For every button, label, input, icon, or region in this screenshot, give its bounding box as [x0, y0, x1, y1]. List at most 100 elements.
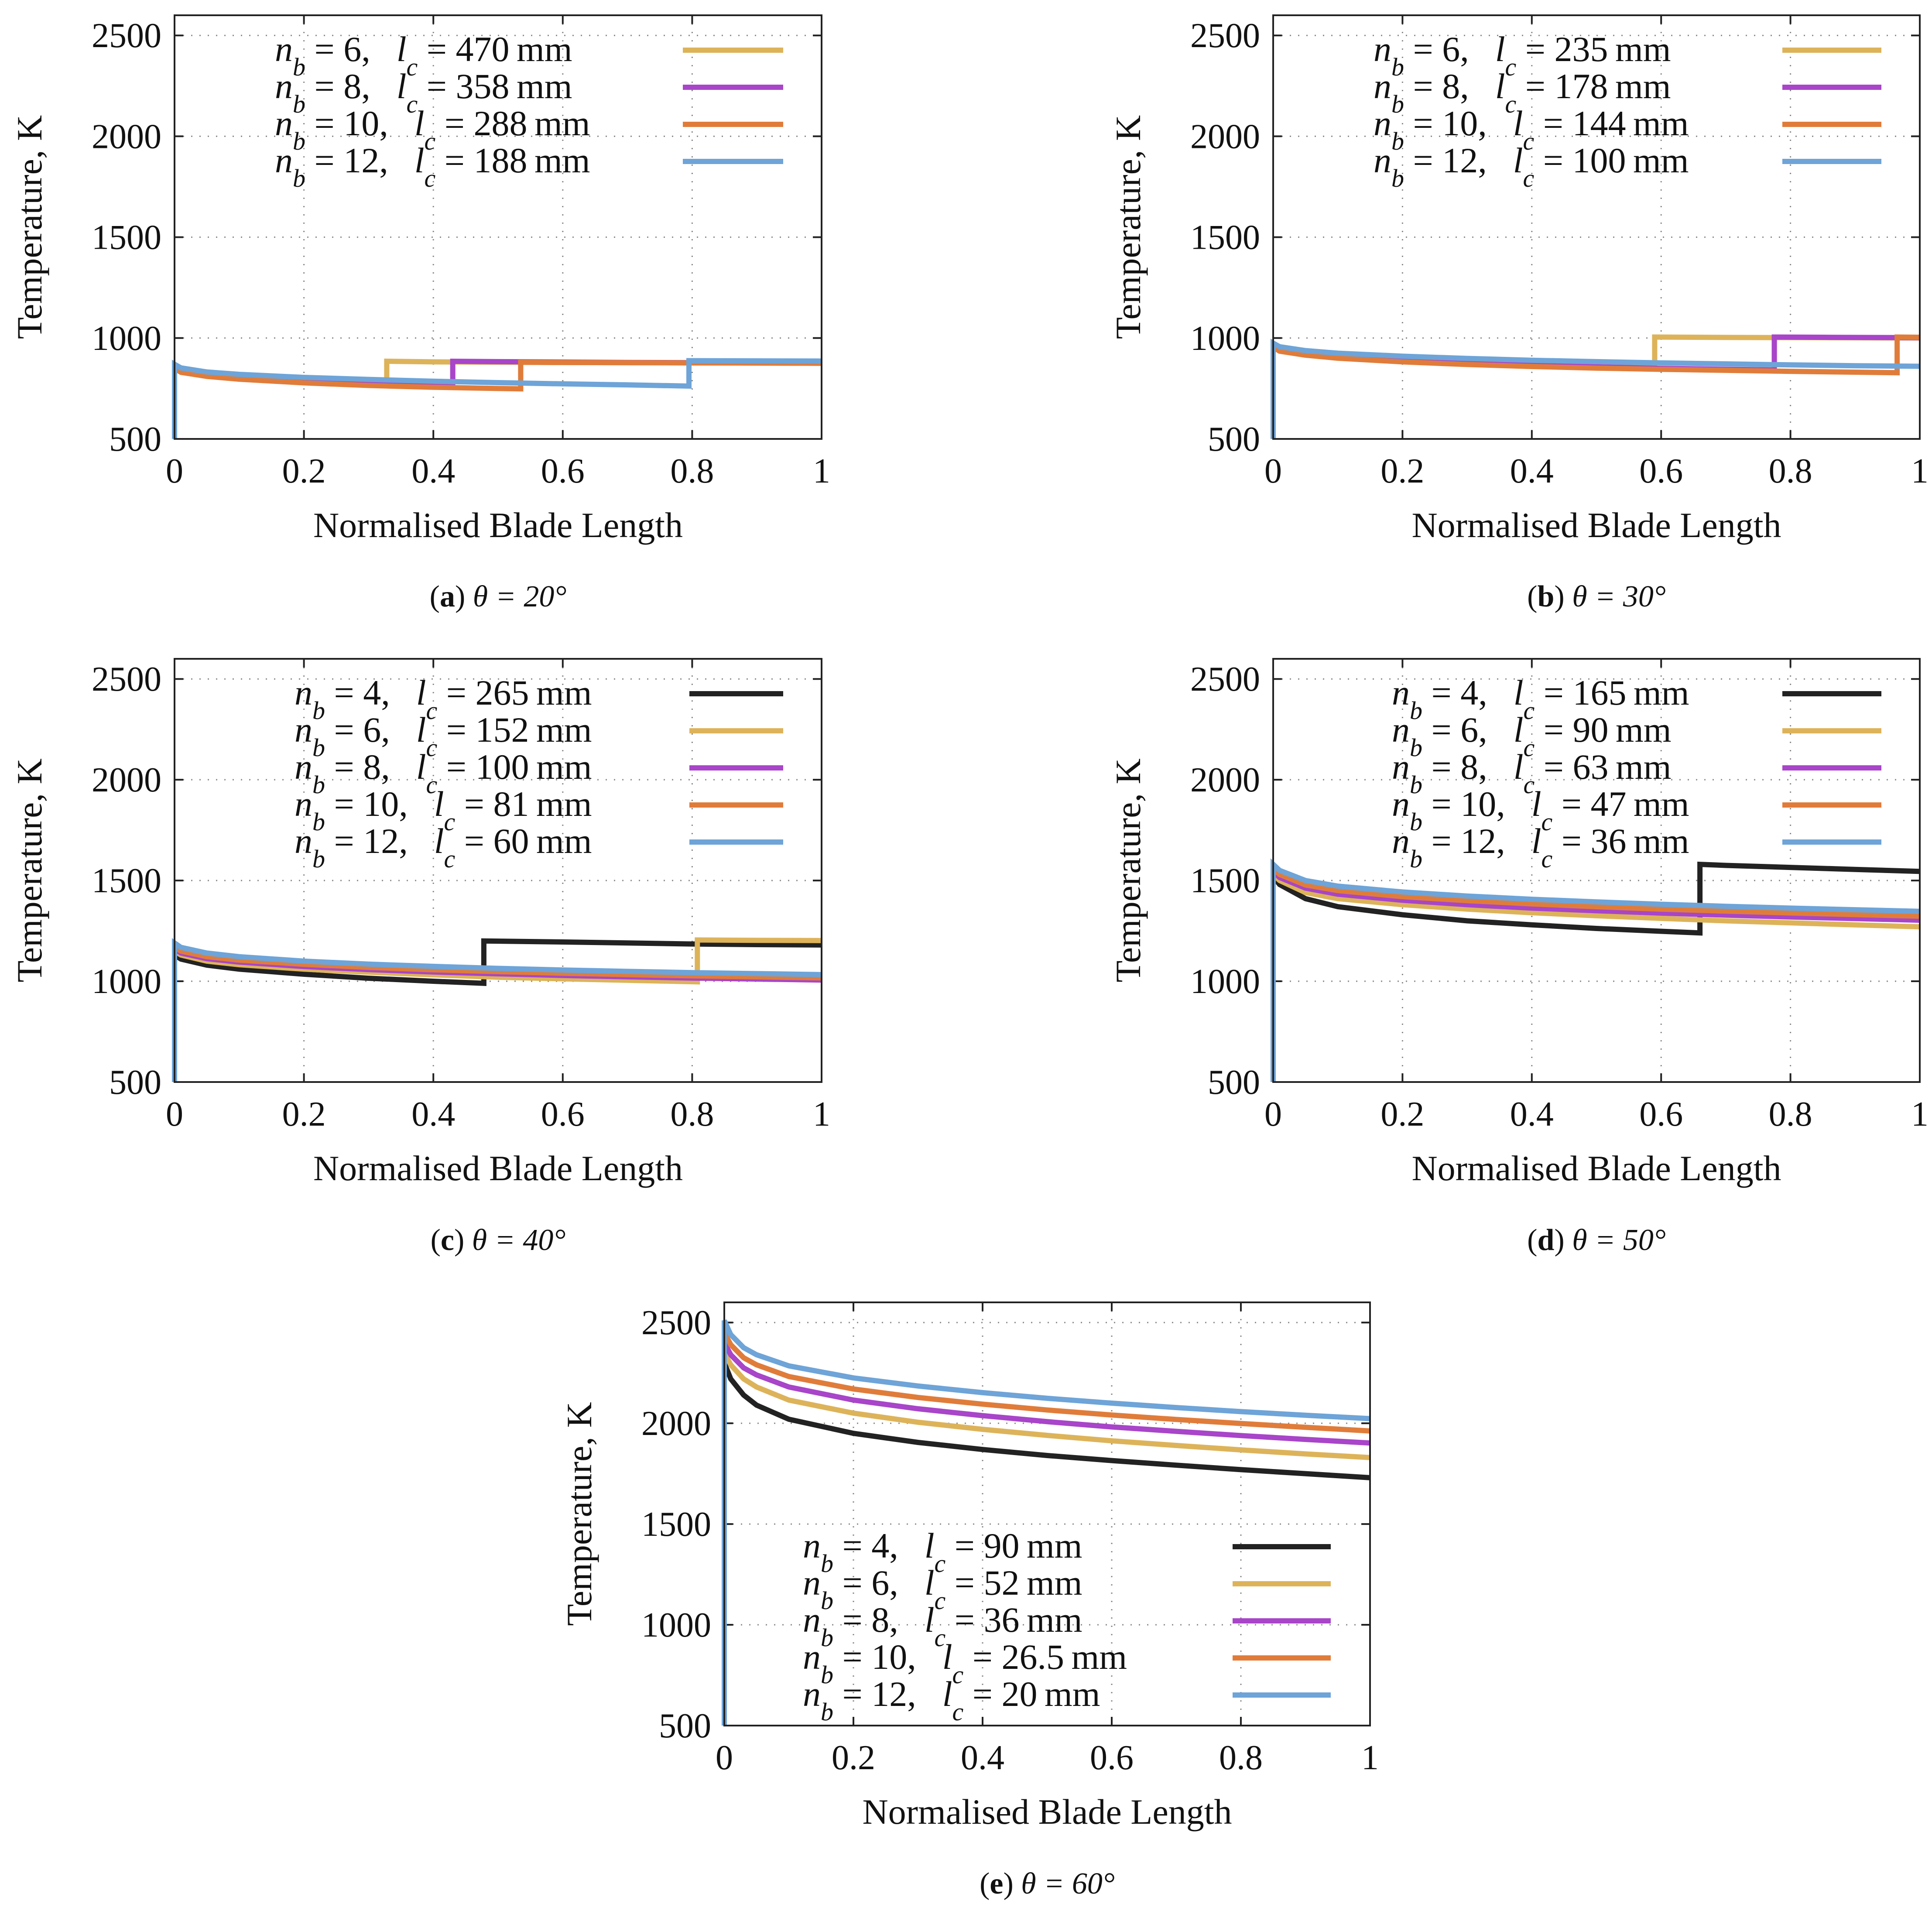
panel-caption: (e) θ = 60°: [980, 1867, 1115, 1901]
panel-caption: (b) θ = 30°: [1527, 580, 1666, 613]
x-tick-label: 1: [1911, 452, 1929, 490]
x-tick-label: 0.8: [670, 1095, 714, 1134]
series-line-nb6: [1271, 868, 1920, 1082]
series-line-nb12: [172, 358, 822, 439]
legend-entry-nb4: nb = 4, lc = 90 mm: [803, 1526, 1082, 1578]
x-tick-label: 0: [716, 1739, 733, 1777]
legend-entry-nb12: nb = 12, lc = 100 mm: [1374, 140, 1689, 192]
series-line-nb12: [722, 1319, 1370, 1726]
y-tick-label: 1500: [1190, 219, 1260, 257]
legend-entry-nb6: nb = 6, lc = 470 mm: [275, 29, 572, 81]
x-tick-label: 0.4: [961, 1739, 1004, 1777]
x-axis-label: Normalised Blade Length: [862, 1792, 1232, 1832]
legend-entry-nb12: nb = 12, lc = 20 mm: [803, 1674, 1100, 1726]
y-tick-label: 2000: [1190, 761, 1260, 799]
series-line-nb12: [1271, 858, 1920, 1082]
series-line-nb10: [172, 942, 822, 1082]
legend-entry-nb12: nb = 12, lc = 60 mm: [295, 821, 592, 873]
legend-entry-nb8: nb = 8, lc = 100 mm: [295, 747, 592, 799]
x-axis-label: Normalised Blade Length: [1411, 1148, 1781, 1188]
x-tick-label: 0.4: [411, 1095, 455, 1134]
y-axis-label: Temperature, K: [10, 115, 49, 339]
legend-entry-nb8: nb = 8, lc = 36 mm: [803, 1600, 1082, 1652]
x-tick-label: 0.2: [832, 1739, 875, 1777]
y-tick-label: 1000: [92, 962, 161, 1001]
series-line-nb10: [1271, 862, 1920, 1082]
x-tick-label: 0.2: [282, 452, 326, 490]
series-line-nb4: [722, 1362, 1370, 1726]
series-line-nb4: [1271, 861, 1920, 1082]
x-tick-label: 0.6: [541, 1095, 585, 1134]
y-tick-label: 2000: [92, 761, 161, 799]
y-tick-label: 1500: [641, 1505, 711, 1544]
x-tick-label: 0.6: [1639, 452, 1683, 490]
chart-panel-c: 0 0.2 0.4 0.6 0.8 15001000150020002500Normali…: [10, 658, 830, 1257]
x-tick-label: 0.4: [411, 452, 455, 490]
chart-panel-a: 0 0.2 0.4 0.6 0.8 15001000150020002500Normali…: [10, 14, 830, 613]
legend-entry-nb8: nb = 8, lc = 63 mm: [1392, 747, 1672, 799]
legend-entry-nb8: nb = 8, lc = 178 mm: [1374, 66, 1671, 118]
y-tick-label: 2000: [1190, 117, 1260, 156]
y-tick-label: 1500: [92, 219, 161, 257]
y-tick-label: 1000: [92, 319, 161, 358]
series-line-nb4: [172, 938, 822, 1082]
x-tick-label: 0.2: [1380, 452, 1424, 490]
chart-panel-e: 0 0.2 0.4 0.6 0.8 15001000150020002500Normali…: [559, 1301, 1379, 1901]
x-tick-label: 0: [1264, 452, 1282, 490]
panel-caption: (a) θ = 20°: [430, 580, 567, 613]
legend-entry-nb4: nb = 4, lc = 265 mm: [295, 673, 592, 725]
y-tick-label: 500: [1208, 1063, 1260, 1102]
plot-frame: [1272, 14, 1921, 440]
chart-panel-b: 0 0.2 0.4 0.6 0.8 15001000150020002500Normali…: [1108, 14, 1929, 613]
x-tick-label: 0.6: [1639, 1095, 1683, 1134]
x-axis-label: Normalised Blade Length: [1411, 505, 1781, 545]
y-tick-label: 2000: [92, 117, 161, 156]
legend-entry-nb10: nb = 10, lc = 26.5 mm: [803, 1637, 1127, 1689]
x-tick-label: 0.2: [1380, 1095, 1424, 1134]
y-tick-label: 500: [109, 1063, 161, 1102]
x-tick-label: 1: [813, 452, 830, 490]
legend-entry-nb4: nb = 4, lc = 165 mm: [1392, 673, 1689, 725]
series-line-nb10: [722, 1331, 1370, 1726]
y-tick-label: 1500: [1190, 862, 1260, 900]
x-tick-label: 0.8: [670, 452, 714, 490]
x-axis-label: Normalised Blade Length: [313, 505, 683, 545]
y-tick-label: 1000: [641, 1606, 711, 1644]
series-line-nb6: [722, 1351, 1370, 1726]
series-line-nb10: [172, 360, 822, 439]
y-tick-label: 1500: [92, 862, 161, 900]
series-line-nb8: [172, 358, 822, 439]
legend-entry-nb10: nb = 10, lc = 81 mm: [295, 784, 592, 836]
x-tick-label: 0: [1264, 1095, 1282, 1134]
legend-entry-nb6: nb = 6, lc = 235 mm: [1374, 29, 1671, 81]
y-tick-label: 2000: [641, 1404, 711, 1443]
x-axis-label: Normalised Blade Length: [313, 1148, 683, 1188]
x-tick-label: 0.4: [1510, 452, 1554, 490]
plot-frame: [174, 14, 822, 440]
chart-panel-d: 0 0.2 0.4 0.6 0.8 15001000150020002500Normali…: [1108, 658, 1929, 1257]
series-line-nb8: [1271, 865, 1920, 1082]
legend-entry-nb6: nb = 6, lc = 52 mm: [803, 1563, 1082, 1615]
x-tick-label: 0.4: [1510, 1095, 1554, 1134]
y-tick-label: 2500: [92, 17, 161, 55]
panel-caption: (d) θ = 50°: [1527, 1223, 1666, 1257]
x-tick-label: 0: [166, 452, 183, 490]
y-tick-label: 500: [1208, 420, 1260, 459]
x-tick-label: 0: [166, 1095, 183, 1134]
plot-frame: [723, 1301, 1371, 1726]
plot-frame: [174, 658, 822, 1083]
x-tick-label: 0.2: [282, 1095, 326, 1134]
series-line-nb10: [1271, 334, 1920, 439]
y-tick-label: 1000: [1190, 319, 1260, 358]
x-tick-label: 0.6: [541, 452, 585, 490]
legend-entry-nb6: nb = 6, lc = 90 mm: [1392, 710, 1672, 762]
x-tick-label: 0.8: [1769, 452, 1812, 490]
x-tick-label: 0.8: [1219, 1739, 1263, 1777]
y-tick-label: 1000: [1190, 962, 1260, 1001]
x-tick-label: 0.6: [1090, 1739, 1134, 1777]
